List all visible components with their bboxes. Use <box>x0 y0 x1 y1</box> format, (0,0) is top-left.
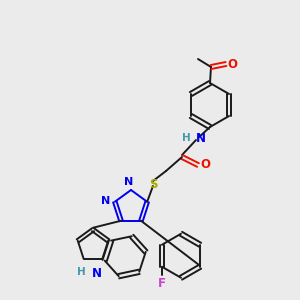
Text: N: N <box>100 196 110 206</box>
Text: O: O <box>227 58 237 70</box>
Text: N: N <box>92 267 102 280</box>
Text: S: S <box>149 178 157 190</box>
Text: N: N <box>124 177 134 187</box>
Text: H: H <box>77 267 85 277</box>
Text: H: H <box>182 133 191 143</box>
Text: O: O <box>200 158 210 172</box>
Text: F: F <box>158 277 166 290</box>
Text: N: N <box>196 131 206 145</box>
